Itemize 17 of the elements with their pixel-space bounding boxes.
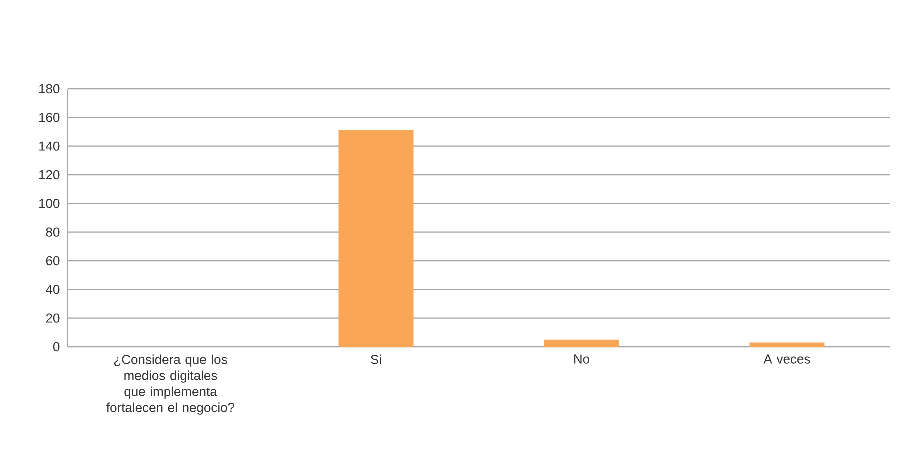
y-tick-label: 40 — [46, 285, 60, 294]
y-tick-label: 120 — [40, 170, 60, 180]
x-tick-label: ¿Considera que los medios digitales que implementa fortalecen el negocio? — [106, 354, 235, 415]
y-tick-label: 140 — [40, 142, 60, 151]
bar — [544, 340, 620, 347]
y-tick-label: 20 — [46, 314, 60, 323]
bar — [338, 130, 414, 347]
y-tick-label: 80 — [46, 228, 60, 237]
y-tick-label: 160 — [40, 113, 60, 122]
y-tick-label: 60 — [46, 256, 60, 266]
x-tick-label: A veces — [764, 354, 810, 364]
y-tick-label: 100 — [40, 199, 60, 208]
x-tick-label: No — [574, 354, 590, 364]
bar — [750, 342, 825, 347]
x-tick-label: Si — [371, 354, 382, 364]
y-tick-label: 180 — [40, 84, 60, 94]
y-tick-label: 0 — [53, 342, 60, 352]
